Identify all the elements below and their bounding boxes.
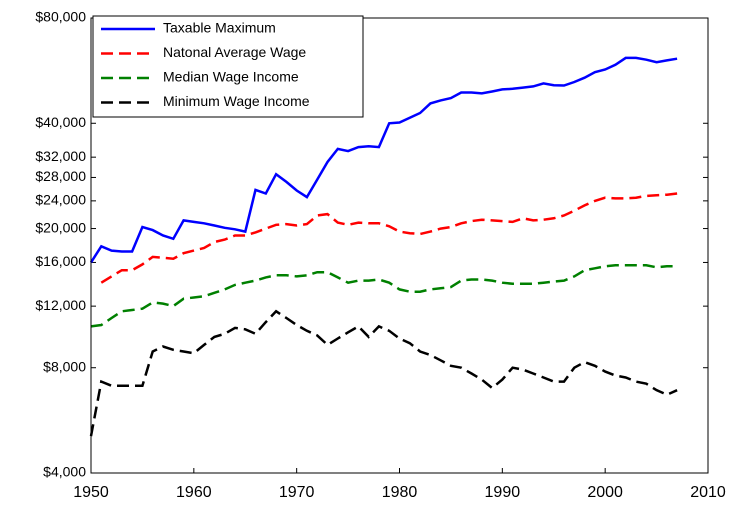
x-tick-label: 1970 xyxy=(279,484,315,501)
plot-frame xyxy=(90,17,709,474)
y-tick-label: $8,000 xyxy=(43,358,86,374)
series-line xyxy=(89,309,678,437)
y-tick-label: $40,000 xyxy=(35,114,86,130)
y-tick-label: $4,000 xyxy=(43,464,86,480)
x-tick-label: 1960 xyxy=(176,484,212,501)
x-tick-label: 1990 xyxy=(485,484,521,501)
series-line xyxy=(100,192,678,284)
legend-label: Median Wage Income xyxy=(163,69,299,85)
y-tick-label: $12,000 xyxy=(35,297,86,313)
legend-label: Natonal Average Wage xyxy=(163,44,306,60)
y-tick-label: $80,000 xyxy=(35,9,86,25)
x-tick-label: 2000 xyxy=(587,484,623,501)
legend-label: Taxable Maximum xyxy=(163,20,276,36)
series-line xyxy=(90,264,678,328)
y-tick-label: $16,000 xyxy=(35,253,86,269)
series-line xyxy=(89,56,678,264)
y-tick-label: $20,000 xyxy=(35,219,86,235)
x-tick-label: 2010 xyxy=(690,484,726,501)
x-tick-label: 1980 xyxy=(382,484,418,501)
x-tick-label: 1950 xyxy=(73,484,109,501)
legend-box xyxy=(92,15,364,118)
y-tick-label: $24,000 xyxy=(35,192,86,208)
y-tick-label: $28,000 xyxy=(35,168,86,184)
y-tick-label: $32,000 xyxy=(35,148,86,164)
legend-label: Minimum Wage Income xyxy=(163,93,310,109)
